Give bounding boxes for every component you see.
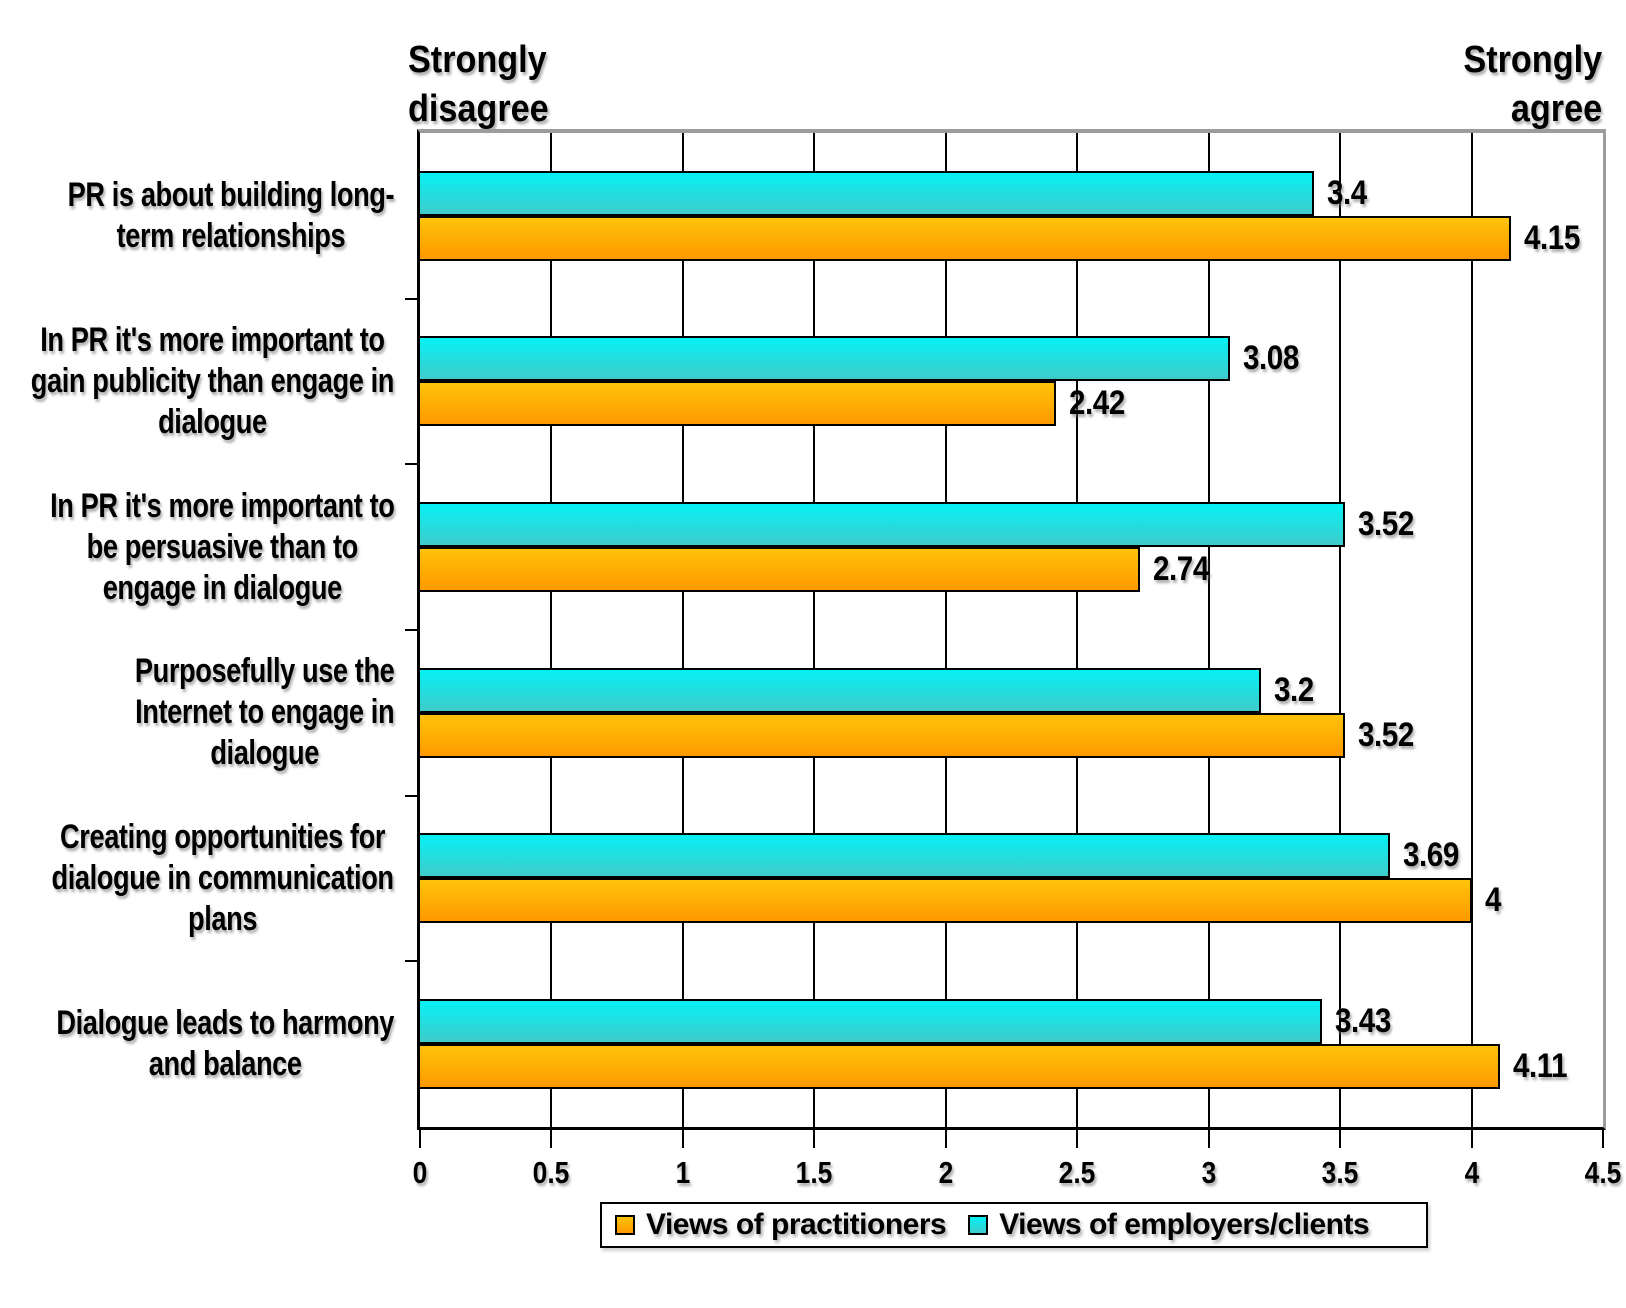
bar-practitioners [420, 1044, 1501, 1090]
legend: Views of practitioners Views of employer… [600, 1202, 1428, 1248]
bar-practitioners [420, 547, 1141, 593]
x-axis-tick-label: 2 [938, 1155, 954, 1190]
x-axis-tick-label: 4 [1464, 1155, 1479, 1190]
x-axis-tick [1602, 1130, 1604, 1148]
category-label-row: Dialogue leads to harmony and balance [0, 961, 394, 1127]
category-row: 3.08 2.42 [420, 299, 1603, 465]
x-axis-tick-label: 3 [1201, 1155, 1216, 1190]
x-axis-tick-label: 0.5 [533, 1155, 570, 1190]
category-label-row: Purposefully use the Internet to engage … [0, 630, 394, 796]
bar-employers [420, 170, 1314, 216]
bar-employers [420, 502, 1346, 548]
category-row: 3.52 2.74 [420, 464, 1603, 630]
y-axis-tick [405, 463, 417, 466]
y-axis-tick [405, 297, 417, 300]
y-axis-tick [405, 629, 417, 631]
y-axis-tick [405, 960, 417, 963]
x-axis-tick-label: 3.5 [1321, 1155, 1359, 1190]
value-label: 3.52 [1358, 505, 1415, 544]
gridline [550, 133, 553, 1127]
value-label: 3.69 [1403, 836, 1459, 875]
value-label: 3.43 [1334, 1002, 1391, 1041]
category-row: 3.43 4.11 [420, 961, 1603, 1127]
x-axis-tick [1207, 1130, 1210, 1148]
bar-employers [420, 336, 1230, 382]
category-label-row: Creating opportunities for dialogue in c… [0, 796, 395, 962]
x-axis-tick [681, 1130, 684, 1148]
value-axis-labels: 0 0.5 1 1.5 2 2.5 3 3.5 4 4.5 [413, 1155, 1622, 1195]
category-label: Dialogue leads to harmony and balance [56, 1004, 394, 1084]
bar-practitioners [420, 712, 1346, 758]
category-label: In PR it's more important to gain public… [30, 320, 395, 441]
category-label: PR is about building long- term relation… [67, 175, 394, 255]
gridline [681, 133, 684, 1127]
plot-area: 3.4 4.15 3.08 2.42 3.52 2.74 3.2 3.52 3.69 4 3.43 4… [405, 129, 1606, 1148]
value-label: 2.74 [1153, 550, 1210, 589]
category-row: 3.4 4.15 [420, 133, 1603, 299]
gridline [1339, 133, 1342, 1127]
category-row: 3.2 3.52 [420, 630, 1603, 796]
bar-practitioners [420, 215, 1511, 261]
legend-label-practitioners: Views of practitioners [646, 1208, 947, 1241]
value-label: 3.2 [1274, 670, 1315, 709]
x-axis-tick [550, 1130, 553, 1148]
category-label: In PR it's more important to be persuasi… [49, 486, 395, 607]
bar-practitioners [420, 878, 1472, 924]
category-label-row: PR is about building long- term relation… [0, 133, 394, 299]
legend-swatch-employers [968, 1215, 989, 1235]
bar-employers [420, 999, 1322, 1045]
x-axis-tick [419, 1130, 421, 1148]
axis-annotation-strongly-agree: Strongly agree [1448, 36, 1602, 134]
category-label: Purposefully use the Internet to engage … [134, 652, 394, 773]
category-label: Creating opportunities for dialogue in c… [51, 817, 395, 938]
category-label-row: In PR it's more important to be persuasi… [0, 464, 395, 630]
value-label: 2.42 [1069, 384, 1126, 423]
x-axis-tick-label: 1 [675, 1155, 691, 1190]
axis-annotation-strongly-disagree: Strongly disagree [408, 36, 564, 134]
category-axis-labels: PR is about building long- term relation… [0, 133, 420, 1127]
x-axis-tick [1339, 1130, 1342, 1148]
x-axis-tick-label: 0 [412, 1155, 428, 1190]
gridline [1207, 133, 1210, 1127]
x-axis-tick [813, 1130, 816, 1148]
x-axis-tick-label: 1.5 [796, 1155, 833, 1190]
value-label: 4 [1484, 881, 1501, 920]
x-axis-tick-label: 2.5 [1058, 1155, 1096, 1190]
category-label-row: In PR it's more important to gain public… [0, 299, 395, 465]
bar-practitioners [420, 381, 1057, 427]
axis-annotation-text: Strongly agree [1463, 39, 1602, 130]
value-label: 4.11 [1513, 1047, 1568, 1086]
legend-swatch-practitioners [615, 1215, 635, 1235]
gridline [1470, 133, 1473, 1127]
legend-label-employers: Views of employers/clients [999, 1208, 1370, 1241]
category-row: 3.69 4 [420, 796, 1603, 962]
value-label: 3.52 [1358, 715, 1415, 754]
y-axis-tick [405, 794, 417, 797]
gridline [813, 133, 816, 1127]
value-label: 3.08 [1242, 339, 1299, 378]
gridline [1076, 133, 1079, 1127]
value-label: 3.4 [1326, 173, 1367, 212]
bar-employers [420, 667, 1262, 713]
axis-annotation-text: Strongly disagree [408, 39, 549, 130]
x-axis-tick [1470, 1130, 1473, 1148]
x-axis-tick [1076, 1130, 1079, 1148]
x-axis-tick [944, 1130, 947, 1148]
bar-employers [420, 833, 1391, 879]
value-label: 4.15 [1523, 218, 1580, 257]
x-axis-tick-label: 4.5 [1584, 1155, 1622, 1190]
gridline [944, 133, 947, 1127]
